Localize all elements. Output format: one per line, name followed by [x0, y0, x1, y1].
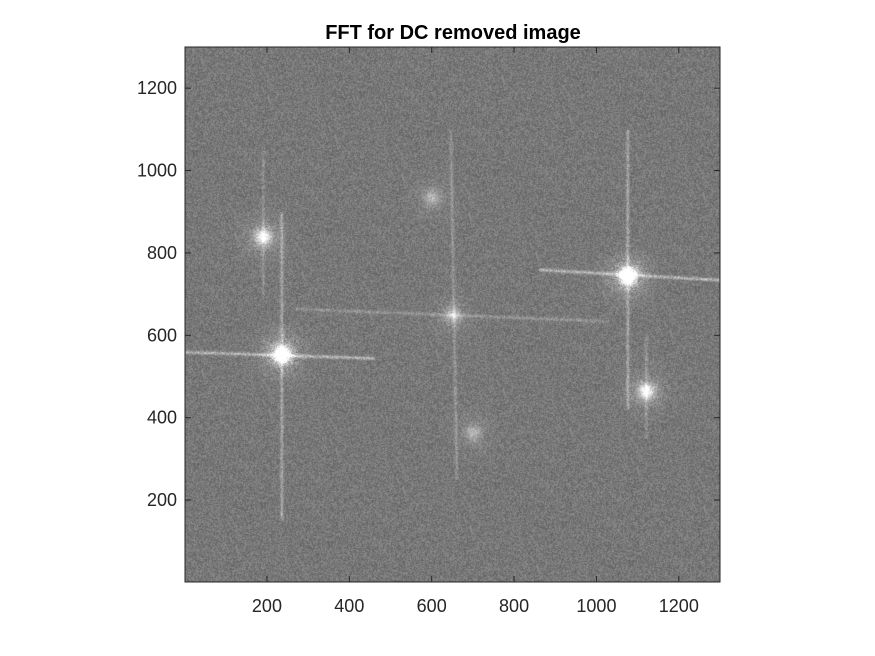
y-axis: 200 400 600 800 1000 1200 — [137, 78, 720, 510]
fft-heatmap-image — [185, 47, 720, 582]
plot-frame — [184, 46, 721, 583]
heatmap-image-container — [185, 47, 720, 582]
x-axis: 200 400 600 800 1000 1200 — [252, 47, 699, 616]
y-tick-label: 1000 — [137, 161, 177, 181]
x-tick-label: 600 — [417, 596, 447, 616]
y-tick-label: 1200 — [137, 78, 177, 98]
x-tick-label: 1200 — [659, 596, 699, 616]
y-tick-label: 800 — [147, 243, 177, 263]
x-tick-label: 200 — [252, 596, 282, 616]
plot-area — [184, 46, 721, 583]
y-tick-label: 200 — [147, 490, 177, 510]
y-tick-label: 600 — [147, 325, 177, 345]
x-tick-label: 400 — [334, 596, 364, 616]
y-tick-label: 400 — [147, 408, 177, 428]
chart-title: FFT for DC removed image — [325, 22, 581, 44]
x-tick-label: 1000 — [576, 596, 616, 616]
x-tick-label: 800 — [499, 596, 529, 616]
